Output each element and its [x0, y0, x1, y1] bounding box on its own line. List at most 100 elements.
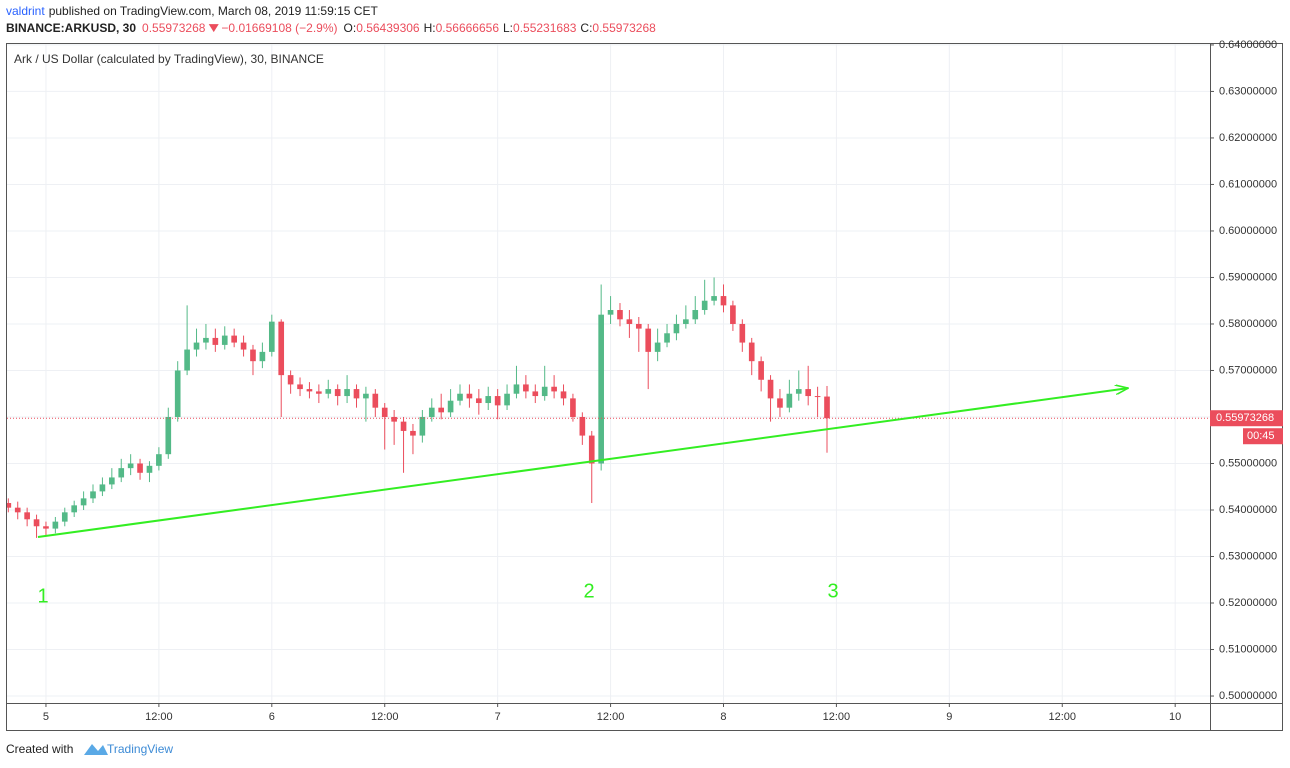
candle-body — [645, 328, 652, 352]
candle-body — [268, 321, 275, 352]
candle-body — [428, 407, 435, 417]
candle-body — [52, 521, 59, 529]
x-tick-label: 12:00 — [145, 711, 173, 723]
footer-created: Created with — [6, 742, 73, 756]
candle-body — [363, 393, 369, 399]
candle-body — [532, 391, 539, 397]
chart-title: Ark / US Dollar (calculated by TradingVi… — [14, 52, 324, 66]
x-tick-label: 8 — [720, 711, 726, 723]
candle-body — [447, 400, 454, 413]
trend-line — [37, 388, 1128, 538]
candle-body — [231, 335, 237, 343]
candle-body — [297, 384, 303, 390]
candle-body — [457, 393, 463, 401]
candle-body — [165, 416, 172, 455]
candle-body — [146, 465, 153, 473]
y-tick-label: 0.62000000 — [1219, 132, 1277, 144]
y-tick-label: 0.54000000 — [1219, 504, 1277, 516]
candle-body — [61, 512, 68, 522]
candle-body — [805, 389, 812, 397]
candle-body — [617, 310, 623, 320]
y-tick-label: 0.53000000 — [1219, 550, 1277, 562]
candle-body — [43, 526, 49, 529]
candle-body — [504, 393, 510, 406]
y-tick-label: 0.58000000 — [1219, 318, 1277, 330]
y-tick-label: 0.59000000 — [1219, 271, 1277, 283]
plot — [7, 277, 1210, 538]
candle-body — [250, 349, 256, 362]
l-value: 0.55231683 — [513, 21, 577, 35]
o-label: O: — [344, 21, 357, 35]
symbol: BINANCE:ARKUSD, 30 — [6, 21, 136, 35]
candle-body — [824, 396, 830, 419]
candle-body — [570, 398, 576, 417]
candle-body — [99, 484, 106, 492]
annotation: 2 — [583, 580, 594, 602]
candle-body — [814, 396, 821, 398]
candle-body — [381, 407, 388, 417]
candle-body — [551, 386, 557, 392]
y-tick-label: 0.64000000 — [1219, 39, 1277, 51]
candle-body — [786, 393, 793, 408]
header-line-1: valdrint published on TradingView.com, Ma… — [6, 4, 378, 18]
chart-frame — [6, 43, 1283, 731]
tradingview-logo — [84, 744, 108, 755]
l-label: L: — [503, 21, 513, 35]
candle-body — [635, 323, 642, 329]
candle-body — [607, 310, 614, 315]
footer-brand[interactable]: TradingView — [107, 742, 173, 756]
candle-body — [664, 333, 670, 343]
candle-body — [730, 305, 736, 324]
price-label: 0.55973268 — [1216, 412, 1274, 424]
candle-body — [240, 342, 247, 350]
candle-body — [673, 323, 680, 334]
candle-body — [71, 505, 78, 513]
candle-body — [758, 361, 764, 380]
axes: 0.50000000 0.51000000 0.52000000 0.53000000… — [43, 39, 1283, 723]
candle-body — [767, 379, 774, 399]
candle-body — [7, 503, 12, 508]
y-tick-label: 0.51000000 — [1219, 643, 1277, 655]
candle-body — [137, 463, 143, 473]
candle-body — [795, 389, 802, 394]
candle-body — [109, 477, 115, 485]
candle-body — [33, 519, 40, 527]
down-triangle — [208, 24, 219, 33]
x-tick-label: 5 — [43, 711, 49, 723]
x-tick-label: 7 — [495, 711, 501, 723]
last-price: 0.55973268 — [142, 21, 206, 35]
candle-body — [334, 389, 341, 397]
candle-body — [692, 310, 699, 320]
candle-body — [579, 416, 586, 436]
y-tick-label: 0.50000000 — [1219, 690, 1277, 702]
candle-body — [14, 507, 21, 513]
candle-body — [344, 389, 350, 397]
y-tick-label: 0.52000000 — [1219, 597, 1277, 609]
x-tick-label: 12:00 — [597, 711, 625, 723]
x-tick-label: 6 — [269, 711, 275, 723]
candle-body — [711, 296, 717, 301]
candle-body — [683, 319, 689, 324]
c-value: 0.55973268 — [592, 21, 656, 35]
candle-body — [203, 337, 209, 343]
candle-body — [259, 351, 266, 362]
candle-body — [391, 416, 397, 422]
candle-body — [485, 396, 492, 404]
change: −0.01669108 (−2.9%) — [221, 21, 337, 35]
o-value: 0.56439306 — [356, 21, 420, 35]
author[interactable]: valdrint — [6, 4, 45, 18]
x-tick-label: 12:00 — [371, 711, 399, 723]
candle-body — [466, 393, 473, 399]
countdown-box — [1243, 428, 1283, 445]
candle-body — [626, 319, 633, 324]
candle-body — [701, 300, 708, 311]
header-line-2: BINANCE:ARKUSD, 30 0.55973268 −0.01669108 … — [6, 21, 656, 35]
candle-body — [560, 391, 567, 399]
c-label: C: — [580, 21, 592, 35]
candle-body — [127, 463, 134, 469]
candle-body — [287, 375, 294, 385]
candle-body — [278, 321, 285, 376]
y-tick-label: 0.55000000 — [1219, 457, 1277, 469]
